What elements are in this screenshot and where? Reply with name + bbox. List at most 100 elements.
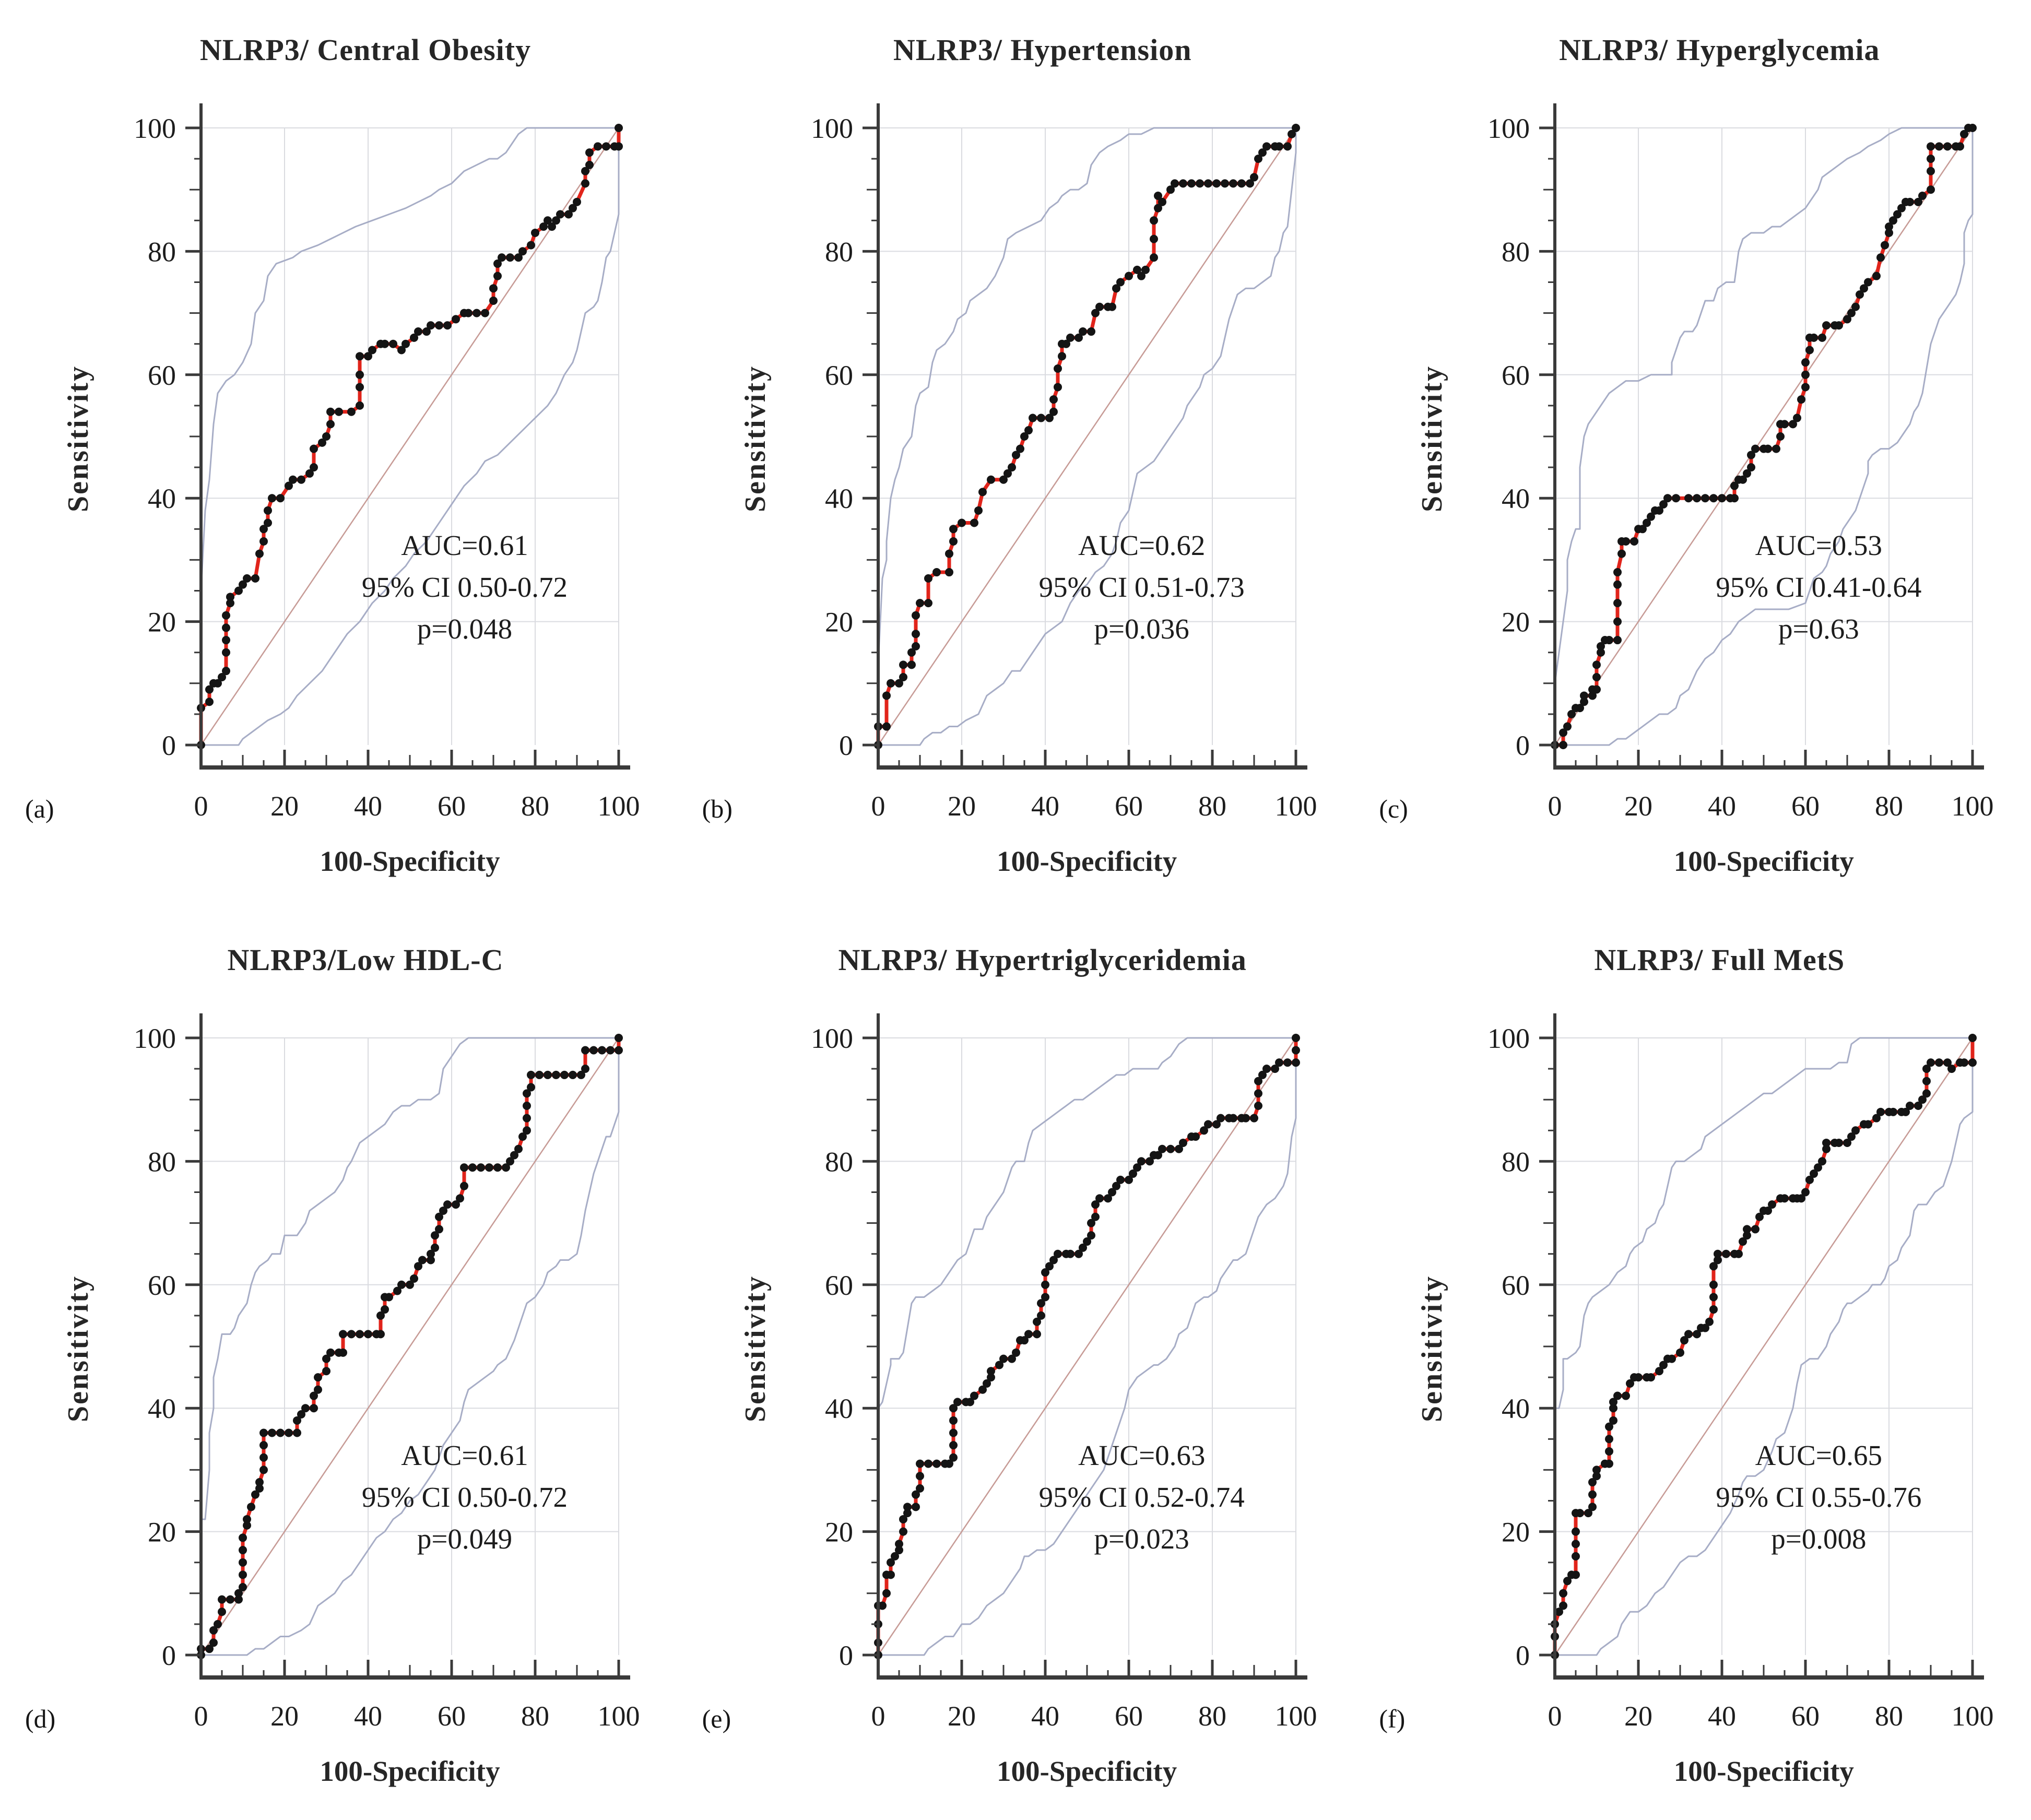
panel-letter: (f) [1379,1704,1406,1733]
svg-text:60: 60 [1791,790,1820,822]
svg-text:0: 0 [194,1700,208,1732]
svg-text:40: 40 [825,1393,853,1424]
svg-text:40: 40 [148,483,176,514]
svg-text:100: 100 [811,113,853,144]
panel-title: NLRP3/ Central Obesity [199,33,532,67]
svg-text:100: 100 [134,113,176,144]
svg-text:80: 80 [1875,790,1903,822]
auc-value: AUC=0.63 [1078,1439,1206,1471]
p-value: p=0.048 [417,613,513,645]
svg-text:20: 20 [1502,1517,1530,1548]
svg-text:20: 20 [825,1517,853,1548]
svg-text:80: 80 [521,790,549,822]
stats-annotation: AUC=0.61 95% CI 0.50-0.72 p=0.049 [277,1435,653,1560]
svg-text:60: 60 [1115,1700,1143,1732]
stats-annotation: AUC=0.53 95% CI 0.41-0.64 p=0.63 [1631,525,2006,650]
svg-text:60: 60 [148,1270,176,1301]
svg-text:20: 20 [948,790,976,822]
svg-text:80: 80 [148,1146,176,1177]
x-axis-label: 100-Specificity [1673,845,1854,877]
svg-text:40: 40 [354,790,382,822]
auc-value: AUC=0.61 [401,1439,528,1471]
svg-text:80: 80 [521,1700,549,1732]
svg-text:0: 0 [1548,790,1562,822]
ci-value: 95% CI 0.52-0.74 [1038,1481,1245,1513]
svg-text:0: 0 [162,1640,176,1671]
svg-text:100: 100 [1952,1700,1994,1732]
roc-panel-a: NLRP3/ Central Obesity Sensitivity 0 20 40… [0,0,677,910]
stats-annotation: AUC=0.63 95% CI 0.52-0.74 p=0.023 [954,1435,1330,1560]
roc-plot: 0 20 40 60 80 100 0 20 40 60 80 100 [1487,103,1994,822]
panel-title: NLRP3/ Full MetS [1594,943,1845,977]
svg-text:80: 80 [1502,1146,1530,1177]
svg-text:0: 0 [871,1700,885,1732]
svg-text:60: 60 [1502,1270,1530,1301]
svg-text:0: 0 [194,790,208,822]
svg-text:60: 60 [438,790,466,822]
svg-text:60: 60 [438,1700,466,1732]
svg-text:80: 80 [1198,1700,1226,1732]
svg-text:60: 60 [825,1270,853,1301]
roc-panel-f: NLRP3/ Full MetS Sensitivity 0 20 40 60 80 10… [1354,910,2030,1820]
svg-text:100: 100 [1274,790,1317,822]
svg-text:80: 80 [1875,1700,1903,1732]
svg-text:100: 100 [1487,1023,1530,1054]
svg-text:0: 0 [162,730,176,761]
svg-text:40: 40 [354,1700,382,1732]
svg-text:100: 100 [134,1023,176,1054]
roc-plot: 0 20 40 60 80 100 0 20 40 60 80 100 [1487,1013,1994,1732]
stats-annotation: AUC=0.65 95% CI 0.55-0.76 p=0.008 [1631,1435,2006,1560]
svg-text:40: 40 [1031,790,1059,822]
p-value: p=0.023 [1094,1523,1189,1555]
svg-text:40: 40 [1708,790,1736,822]
roc-plot: 0 20 40 60 80 100 0 20 40 60 80 100 [134,1013,640,1732]
panel-letter: (d) [25,1704,56,1733]
panel-title: NLRP3/Low HDL-C [227,943,504,977]
auc-value: AUC=0.65 [1755,1439,1883,1471]
svg-text:40: 40 [825,483,853,514]
p-value: p=0.008 [1771,1523,1867,1555]
ci-value: 95% CI 0.50-0.72 [361,571,568,603]
svg-text:20: 20 [1502,607,1530,638]
stats-annotation: AUC=0.61 95% CI 0.50-0.72 p=0.048 [277,525,653,650]
svg-text:0: 0 [839,730,853,761]
svg-text:20: 20 [1624,790,1652,822]
p-value: p=0.036 [1094,613,1189,645]
stats-annotation: AUC=0.62 95% CI 0.51-0.73 p=0.036 [954,525,1330,650]
svg-text:100: 100 [811,1023,853,1054]
x-axis-label: 100-Specificity [997,1755,1177,1787]
svg-text:20: 20 [270,790,299,822]
ci-value: 95% CI 0.55-0.76 [1716,1481,1922,1513]
svg-text:60: 60 [825,360,853,391]
svg-text:80: 80 [825,236,853,267]
svg-text:100: 100 [598,1700,640,1732]
panel-letter: (b) [702,794,733,823]
svg-text:100: 100 [1952,790,1994,822]
svg-text:60: 60 [1115,790,1143,822]
svg-text:0: 0 [1548,1700,1562,1732]
x-axis-label: 100-Specificity [1673,1755,1854,1787]
svg-text:60: 60 [1502,360,1530,391]
auc-value: AUC=0.62 [1078,529,1206,561]
svg-text:100: 100 [1274,1700,1317,1732]
svg-text:20: 20 [948,1700,976,1732]
svg-text:60: 60 [148,360,176,391]
p-value: p=0.63 [1778,613,1859,645]
p-value: p=0.049 [417,1523,513,1555]
auc-value: AUC=0.53 [1755,529,1883,561]
roc-plot: 0 20 40 60 80 100 0 20 40 60 80 100 [134,103,640,822]
svg-text:20: 20 [148,1517,176,1548]
svg-text:80: 80 [1198,790,1226,822]
x-axis-label: 100-Specificity [320,1755,500,1787]
panel-title: NLRP3/ Hyperglycemia [1559,33,1880,67]
auc-value: AUC=0.61 [401,529,528,561]
panel-title: NLRP3/ Hypertension [893,33,1192,67]
ci-value: 95% CI 0.50-0.72 [361,1481,568,1513]
svg-text:100: 100 [598,790,640,822]
ci-value: 95% CI 0.51-0.73 [1038,571,1245,603]
roc-plot: 0 20 40 60 80 100 0 20 40 60 80 100 [811,1013,1317,1732]
roc-plot: 0 20 40 60 80 100 0 20 40 60 80 100 [811,103,1317,822]
svg-text:20: 20 [270,1700,299,1732]
svg-text:0: 0 [839,1640,853,1671]
